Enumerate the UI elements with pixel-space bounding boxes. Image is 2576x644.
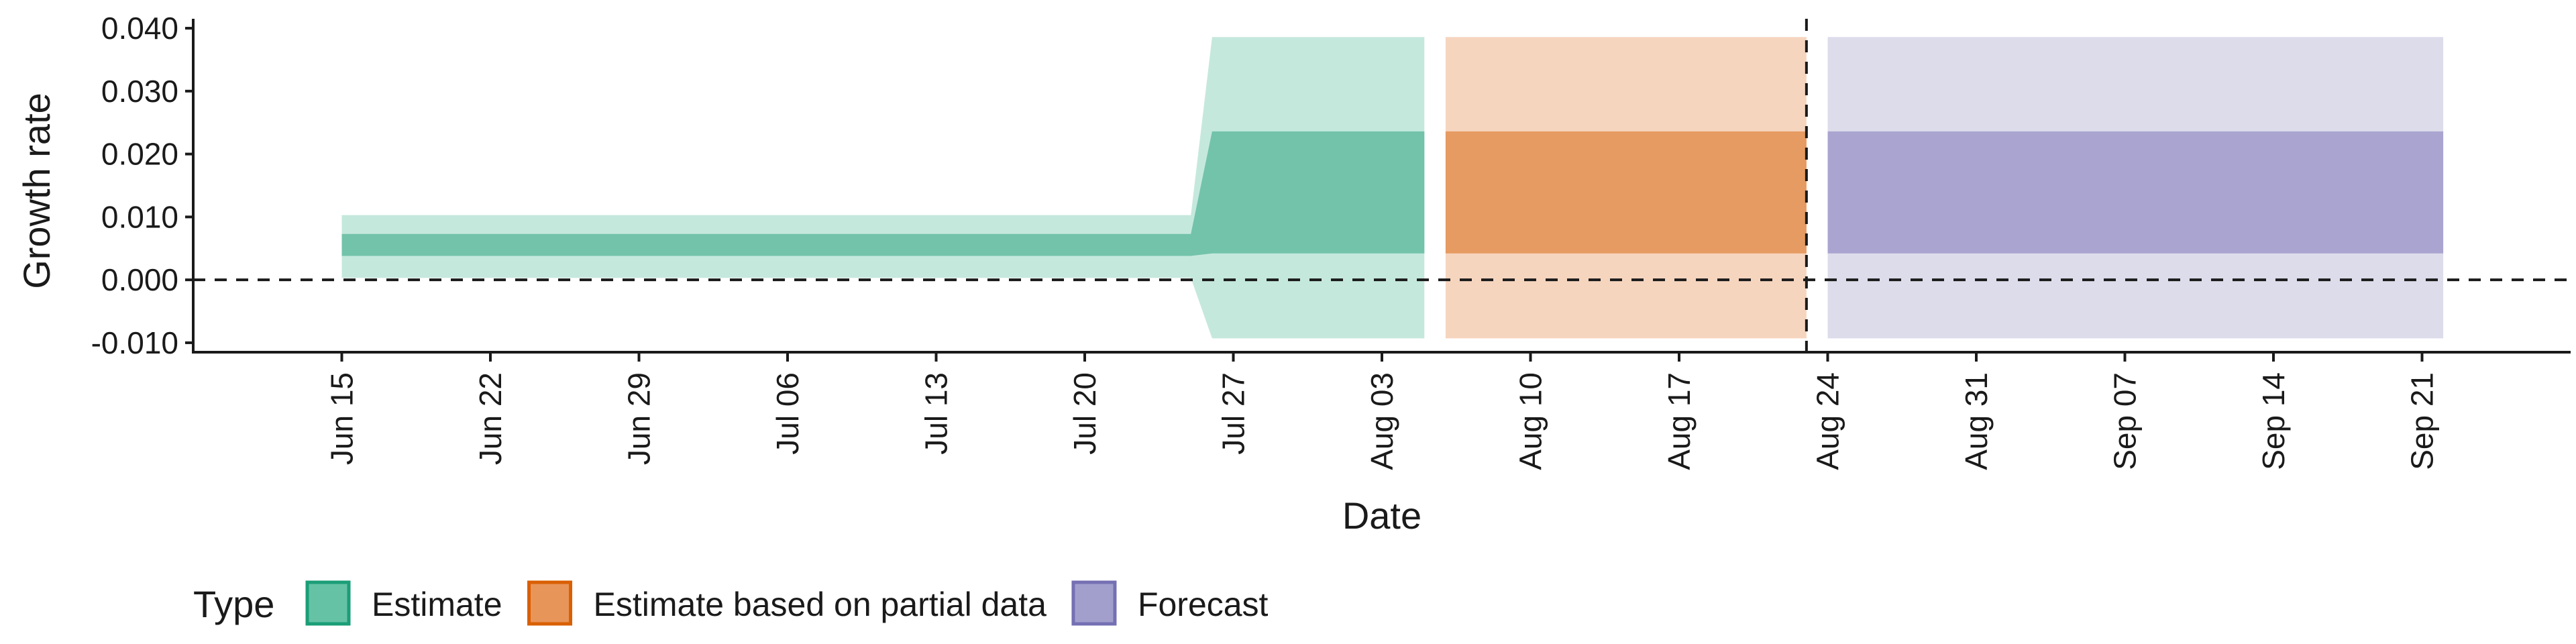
estimate-50-interval-band	[341, 131, 1425, 256]
y-tick-label: 0.010	[101, 199, 178, 234]
x-tick-label: Aug 17	[1662, 372, 1697, 470]
legend-swatch	[305, 580, 351, 626]
y-tick-label: 0.040	[101, 11, 178, 46]
legend-label: Estimate	[372, 586, 502, 623]
y-tick-label: 0.030	[101, 74, 178, 109]
legend-swatch	[1071, 580, 1117, 626]
x-tick-label: Sep 07	[2108, 372, 2143, 470]
x-tick-label: Jun 15	[325, 372, 360, 465]
reference-lines-layer	[193, 19, 2571, 352]
legend-items: Estimate Estimate based on partial data Fo…	[305, 580, 1269, 626]
x-tick-label: Jun 29	[622, 372, 657, 465]
y-tick-label: 0.000	[101, 262, 178, 297]
x-axis-title: Date	[1342, 494, 1421, 537]
legend-title: Type	[193, 583, 274, 625]
y-tick-label: 0.020	[101, 137, 178, 172]
estimate-based-on-partial-data-50-interval-band	[1445, 131, 1807, 254]
legend-label: Estimate based on partial data	[594, 586, 1047, 623]
x-tick-label: Jun 22	[473, 372, 508, 465]
x-tick-label: Aug 03	[1364, 372, 1399, 470]
y-axis-title: Growth rate	[15, 93, 58, 289]
y-tick-label: -0.010	[91, 325, 178, 360]
estimate-90-interval-band	[341, 37, 1425, 339]
legend-item-forecast: Forecast	[1071, 580, 1269, 626]
x-tick-label: Jul 06	[770, 372, 805, 455]
x-tick-label: Jul 27	[1216, 372, 1251, 455]
x-tick-label: Jul 13	[919, 372, 954, 455]
x-tick-label: Sep 14	[2256, 372, 2291, 470]
bands-layer	[341, 37, 2444, 339]
legend-swatch	[527, 580, 573, 626]
x-tick-label: Aug 31	[1959, 372, 1994, 470]
legend-label: Forecast	[1138, 586, 1269, 623]
y-ticks: -0.010 0.000 0.010 0.020 0.030 0.040	[91, 11, 193, 360]
legend: Type Estimate Estimate based on partial d…	[193, 580, 1269, 626]
legend-item-estimate-based-on-partial-data: Estimate based on partial data	[527, 580, 1047, 626]
x-tick-label: Aug 10	[1513, 372, 1548, 470]
x-tick-label: Aug 24	[1811, 372, 1845, 470]
x-tick-label: Sep 21	[2405, 372, 2440, 470]
x-ticks: Jun 15 Jun 22 Jun 29 Jul 06 Jul 13 Jul 20 Jul …	[325, 352, 2440, 470]
forecast-50-interval-band	[1827, 131, 2444, 254]
legend-item-estimate: Estimate	[305, 580, 502, 626]
x-tick-label: Jul 20	[1067, 372, 1102, 455]
